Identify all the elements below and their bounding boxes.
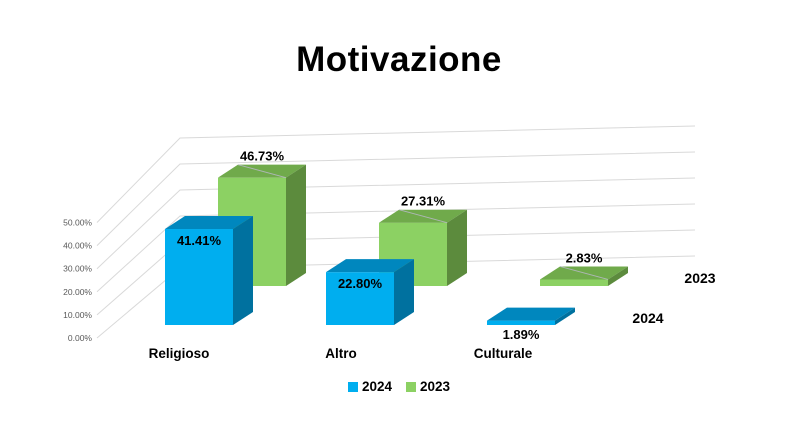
y-tick-50.00%: 50.00% — [63, 218, 92, 228]
y-tick-0.00%: 0.00% — [68, 333, 93, 343]
bar-2024-altro[interactable] — [326, 259, 414, 325]
y-tick-20.00%: 20.00% — [63, 287, 92, 297]
value-label-2023-culturale: 2.83% — [566, 250, 603, 265]
gridline-20.00% — [96, 203, 696, 293]
value-label-2023-altro: 27.31% — [401, 194, 446, 209]
y-tick-10.00%: 10.00% — [63, 310, 92, 320]
category-label-religioso: Religioso — [149, 346, 210, 361]
y-tick-30.00%: 30.00% — [63, 264, 92, 274]
y-tick-40.00%: 40.00% — [63, 241, 92, 251]
value-label-2024-culturale: 1.89% — [503, 327, 540, 342]
chart-legend: 2024 2023 — [0, 379, 798, 394]
gridline-30.00% — [96, 177, 696, 270]
bar-2023-culturale[interactable] — [540, 265, 628, 286]
legend-label-2023: 2023 — [420, 379, 451, 394]
value-label-2023-religioso: 46.73% — [240, 149, 285, 164]
gridline-40.00% — [96, 151, 696, 246]
legend-label-2024: 2024 — [361, 379, 392, 394]
bar-2024-religioso[interactable] — [165, 216, 253, 325]
value-label-2024-religioso: 41.41% — [177, 233, 222, 248]
category-label-altro: Altro — [325, 346, 357, 361]
chart-title: Motivazione — [296, 40, 502, 79]
category-label-culturale: Culturale — [474, 346, 533, 361]
legend-swatch-2023 — [406, 381, 416, 392]
legend-item-2023[interactable]: 2023 — [406, 379, 450, 394]
depth-axis-label-2023: 2023 — [684, 270, 715, 286]
legend-swatch-2024 — [347, 381, 358, 392]
gridline-50.00% — [96, 125, 696, 223]
value-label-2024-altro: 22.80% — [338, 276, 383, 291]
legend-item-2024[interactable]: 2024 — [347, 379, 392, 394]
bar-2024-culturale[interactable] — [487, 307, 575, 325]
depth-axis-label-2024: 2024 — [632, 310, 663, 326]
